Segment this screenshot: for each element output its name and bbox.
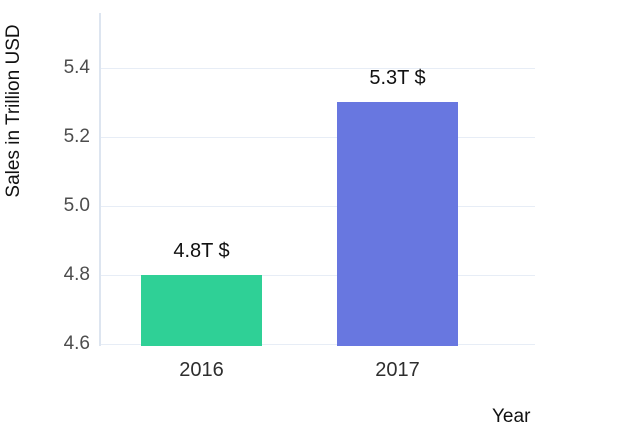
x-axis-title: Year: [492, 406, 531, 427]
y-tick-label: 5.0: [63, 194, 90, 216]
y-tick-label: 4.8: [63, 263, 90, 285]
x-tick-label-2017: 2017: [375, 359, 420, 381]
gridline-y-5.2: [100, 136, 535, 138]
bar-2016: [141, 274, 262, 346]
x-tick-label-2016: 2016: [179, 359, 224, 381]
plot-area: 4.6 4.8 5.0 5.2 5.4 4.8T $ 2016 5.3T $ 2017: [64, 13, 535, 380]
bar-2017: [337, 102, 458, 346]
gridline-y-5.0: [100, 205, 535, 207]
y-axis-line: [99, 13, 101, 346]
bar-value-label-2016: 4.8T $: [173, 239, 230, 262]
bar-value-label-2017: 5.3T $: [369, 67, 426, 90]
gridline-y-4.6: [100, 343, 535, 345]
y-axis-title: Sales in Trillion USD: [3, 24, 24, 198]
y-tick-label: 5.2: [63, 125, 90, 147]
y-tick-label: 5.4: [63, 56, 90, 78]
gridline-y-4.8: [100, 274, 535, 276]
y-tick-label: 4.6: [63, 332, 90, 354]
gridline-y-5.4: [100, 67, 535, 69]
